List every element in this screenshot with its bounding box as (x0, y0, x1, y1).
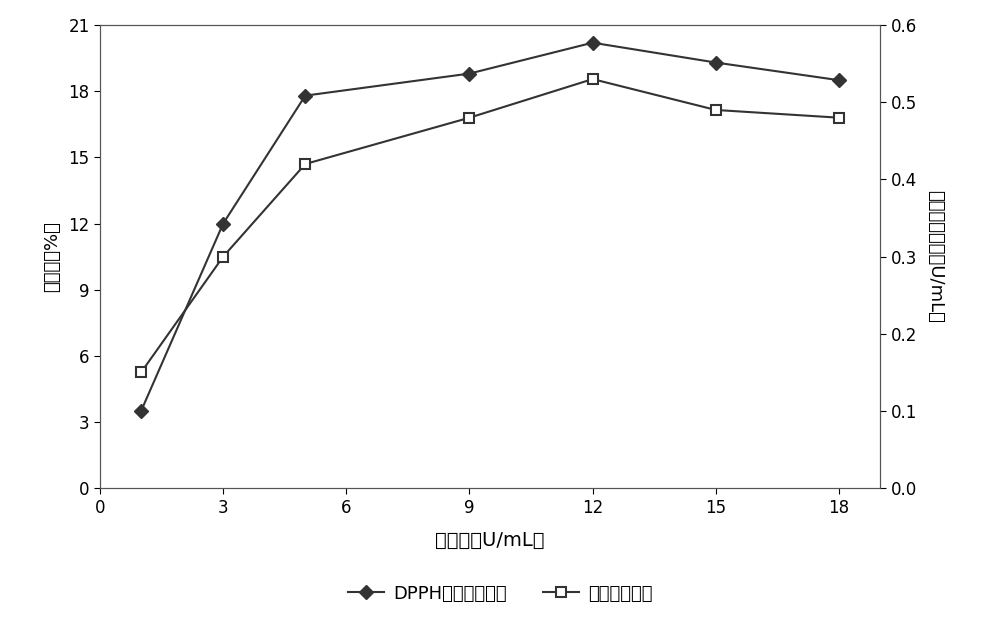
总抗氧化活力 (463, 114, 475, 121)
DPPH自由基清除率 (587, 39, 599, 46)
总抗氧化活力 (833, 114, 845, 121)
DPPH自由基清除率 (135, 408, 147, 415)
Y-axis label: 清除率（%）: 清除率（%） (43, 221, 61, 292)
总抗氧化活力 (299, 160, 311, 168)
总抗氧化活力 (217, 253, 229, 260)
总抗氧化活力 (587, 75, 599, 83)
Y-axis label: 总抗氧化活力（U∕mL）: 总抗氧化活力（U∕mL） (927, 190, 945, 323)
总抗氧化活力 (710, 106, 722, 114)
Line: 总抗氧化活力: 总抗氧化活力 (136, 74, 844, 377)
总抗氧化活力 (135, 369, 147, 376)
DPPH自由基清除率 (710, 59, 722, 66)
X-axis label: 加酶量（U∕mL）: 加酶量（U∕mL） (435, 531, 545, 550)
Line: DPPH自由基清除率: DPPH自由基清除率 (136, 38, 844, 416)
DPPH自由基清除率 (217, 220, 229, 227)
DPPH自由基清除率 (833, 76, 845, 84)
DPPH自由基清除率 (463, 70, 475, 78)
Legend: DPPH自由基清除率, 总抗氧化活力: DPPH自由基清除率, 总抗氧化活力 (341, 578, 659, 611)
DPPH自由基清除率 (299, 92, 311, 100)
